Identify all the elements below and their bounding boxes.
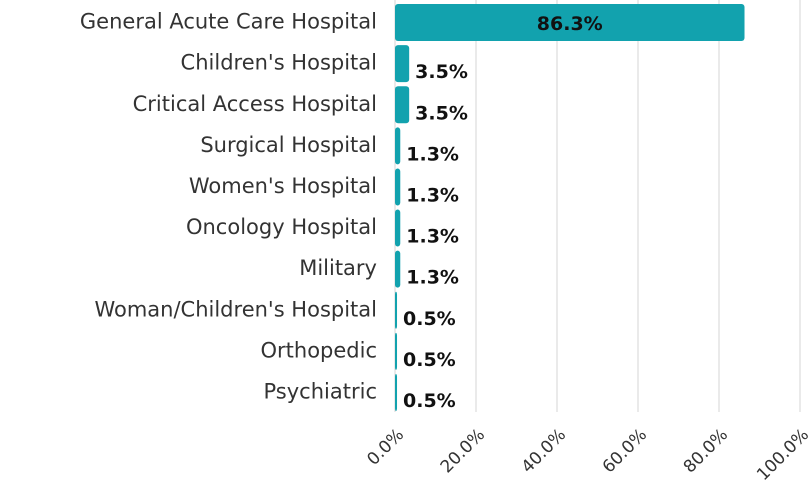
x-tick-label: 60.0% — [599, 425, 651, 477]
category-label: Critical Access Hospital — [133, 92, 377, 116]
value-label: 86.3% — [537, 13, 603, 35]
category-label: Orthopedic — [260, 338, 377, 362]
bar — [395, 332, 398, 370]
category-label: Surgical Hospital — [200, 133, 377, 157]
value-label: 0.5% — [403, 390, 456, 412]
value-label: 1.3% — [406, 184, 459, 206]
x-tick-label: 40.0% — [518, 425, 570, 477]
category-label: General Acute Care Hospital — [80, 10, 377, 34]
x-tick-label: 80.0% — [680, 425, 732, 477]
category-label: Psychiatric — [264, 379, 377, 403]
value-label: 3.5% — [415, 61, 468, 83]
bar — [395, 86, 410, 124]
category-label: Children's Hospital — [181, 51, 377, 75]
bar — [395, 168, 401, 206]
bar — [395, 250, 401, 288]
bar — [395, 45, 410, 83]
bar — [395, 127, 401, 165]
category-label: Oncology Hospital — [186, 215, 377, 239]
value-label: 1.3% — [406, 226, 459, 248]
category-label: Women's Hospital — [189, 174, 377, 198]
bar — [395, 4, 745, 42]
x-tick-label: 0.0% — [363, 425, 408, 470]
value-label: 0.5% — [403, 349, 456, 371]
category-label: Woman/Children's Hospital — [94, 297, 377, 321]
bar — [395, 209, 401, 247]
value-label: 0.5% — [403, 308, 456, 330]
bar — [395, 373, 398, 411]
x-tick-label: 100.0% — [753, 425, 812, 485]
value-label: 3.5% — [415, 102, 468, 124]
bar — [395, 291, 398, 329]
value-label: 1.3% — [406, 267, 459, 289]
value-label: 1.3% — [406, 143, 459, 165]
x-tick-label: 20.0% — [437, 425, 489, 477]
category-label: Military — [299, 256, 377, 280]
